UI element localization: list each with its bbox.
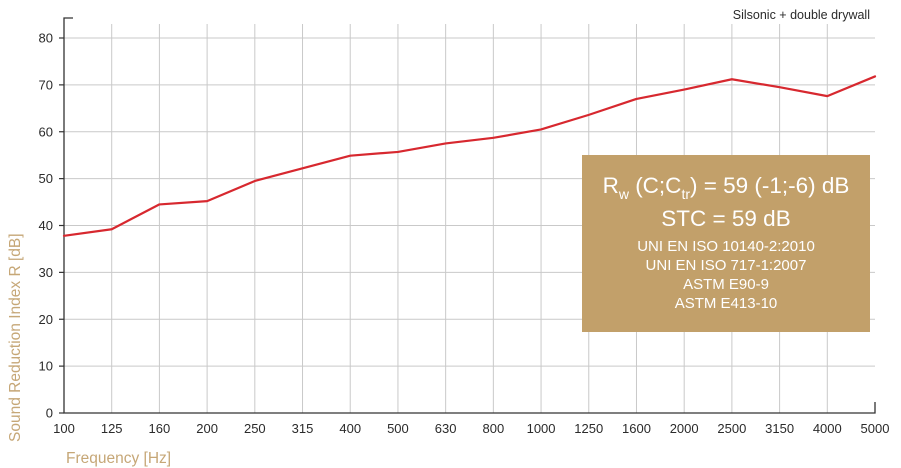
y-tick-label: 20	[39, 312, 53, 327]
rw-value: ) = 59 (-1;-6) dB	[690, 173, 849, 198]
x-tick-label: 4000	[813, 421, 842, 436]
stc-rating: STC = 59 dB	[661, 206, 790, 231]
series	[62, 75, 877, 237]
axes	[59, 17, 876, 414]
standard-label: ASTM E413-10	[675, 295, 778, 312]
standards-list: UNI EN ISO 10140-2:2010 UNI EN ISO 717-1:…	[637, 238, 815, 312]
x-tick-label: 1250	[574, 421, 603, 436]
standard-label: ASTM E90-9	[683, 276, 769, 293]
standard-label: UNI EN ISO 10140-2:2010	[637, 238, 815, 255]
x-tick-label: 250	[244, 421, 266, 436]
x-tick-label: 5000	[861, 421, 890, 436]
series-line	[62, 75, 877, 237]
y-tick-label: 80	[39, 31, 53, 46]
rw-symbol: R	[603, 173, 619, 198]
x-tick-label: 200	[196, 421, 218, 436]
x-tick-label: 315	[292, 421, 314, 436]
y-tick-label: 70	[39, 77, 53, 92]
y-tick-label: 50	[39, 171, 53, 186]
x-tick-label: 160	[149, 421, 171, 436]
x-tick-label: 2000	[670, 421, 699, 436]
annotation-background	[582, 155, 870, 332]
x-tick-label: 1000	[527, 421, 556, 436]
rw-rating: Rw (C;Ctr) = 59 (-1;-6) dB	[603, 173, 850, 202]
y-tick-label: 40	[39, 218, 53, 233]
y-axis-title: Sound Reduction Index R [dB]	[7, 233, 24, 442]
x-tick-label: 400	[339, 421, 361, 436]
x-tick-label: 630	[435, 421, 457, 436]
x-axis-title: Frequency [Hz]	[66, 450, 171, 467]
standard-label: UNI EN ISO 717-1:2007	[646, 257, 807, 274]
x-tick-label: 500	[387, 421, 409, 436]
rw-open: (C;C	[629, 173, 682, 198]
x-tick-label: 100	[53, 421, 75, 436]
x-tick-label: 2500	[717, 421, 746, 436]
y-tick-label: 0	[46, 406, 53, 421]
x-tick-label: 800	[483, 421, 505, 436]
chart-subtitle: Silsonic + double drywall	[733, 8, 870, 22]
ctr-subscript: tr	[681, 186, 690, 202]
x-tick-label: 3150	[765, 421, 794, 436]
axis-frame	[63, 17, 876, 414]
rating-annotation-box: Rw (C;Ctr) = 59 (-1;-6) dB STC = 59 dB U…	[582, 155, 870, 332]
y-tick-label: 30	[39, 265, 53, 280]
x-tick-label: 1600	[622, 421, 651, 436]
rw-subscript: w	[618, 186, 630, 202]
y-tick-label: 10	[39, 359, 53, 374]
y-tick-label: 60	[39, 124, 53, 139]
x-tick-label: 125	[101, 421, 123, 436]
tick-labels: 100 125 160 200 250 315 400 500 630 800 1000 1250 16…	[39, 31, 890, 437]
